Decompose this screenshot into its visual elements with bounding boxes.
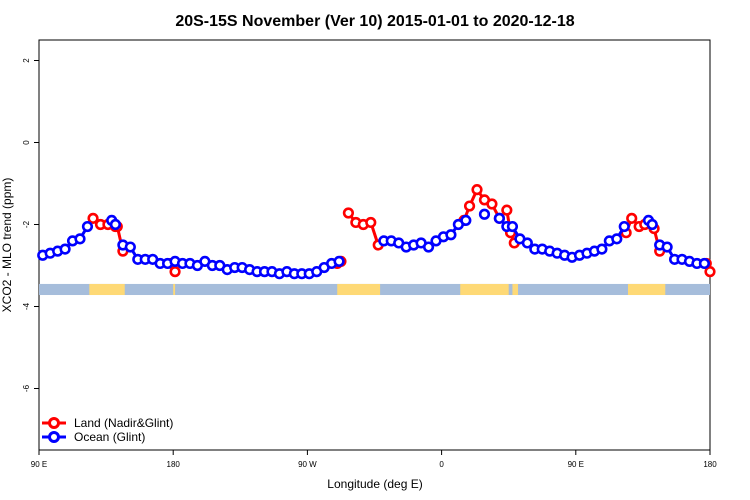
plot-area xyxy=(37,39,716,451)
series-ocean-point xyxy=(493,212,505,224)
series-ocean-point xyxy=(445,229,457,241)
series-ocean-point xyxy=(59,243,71,255)
y-axis: -6 -4 -2 0 2 xyxy=(22,58,39,392)
series-land-point xyxy=(626,212,638,224)
series-ocean-point xyxy=(661,241,673,253)
series-ocean-point xyxy=(478,208,491,220)
series-land-point xyxy=(501,204,513,216)
chart-title: 20S-15S November (Ver 10) 2015-01-01 to … xyxy=(175,13,574,30)
y-tick-label: -2 xyxy=(22,220,31,228)
series-ocean-point xyxy=(698,257,711,270)
surface-band xyxy=(39,283,710,296)
series-ocean-point xyxy=(618,220,630,233)
series-ocean-point xyxy=(81,220,94,233)
series-layer xyxy=(37,184,716,280)
series-ocean-point xyxy=(646,218,658,231)
series-ocean-point xyxy=(611,233,623,245)
series-land-point xyxy=(463,200,476,212)
x-tick-label: 0 xyxy=(439,460,444,469)
x-tick-label: 90 W xyxy=(298,460,317,469)
series-ocean-point xyxy=(596,243,608,255)
legend-ocean-label: Ocean (Glint) xyxy=(74,430,145,444)
series-ocean-point xyxy=(460,214,472,226)
x-tick-label: 180 xyxy=(167,460,181,469)
series-land-point xyxy=(87,212,99,224)
series-ocean-point xyxy=(333,255,345,268)
y-tick-label: -6 xyxy=(22,384,31,392)
x-tick-label: 90 E xyxy=(31,460,47,469)
land-band-segment xyxy=(627,283,666,296)
series-ocean-point xyxy=(74,233,86,245)
series-land-point xyxy=(471,184,483,196)
land-band-segment xyxy=(89,283,125,296)
series-land-point xyxy=(365,216,377,229)
legend: Land (Nadir&Glint) Ocean (Glint) xyxy=(42,416,173,444)
land-band-segment xyxy=(337,283,381,296)
series-land-point xyxy=(342,207,355,219)
y-tick-label: 2 xyxy=(22,58,31,63)
legend-land-marker xyxy=(48,417,60,429)
plot-frame xyxy=(38,39,711,451)
series-land-point xyxy=(169,266,181,278)
series-land-point xyxy=(486,198,498,210)
x-axis-label: Longitude (deg E) xyxy=(327,477,422,491)
series-ocean-point xyxy=(124,241,136,253)
x-axis: 90 E 180 90 W 0 90 E 180 xyxy=(31,450,717,469)
x-tick-label: 90 E xyxy=(568,460,584,469)
series-ocean-point xyxy=(521,237,533,249)
legend-land-label: Land (Nadir&Glint) xyxy=(74,416,173,430)
land-band-segment xyxy=(173,283,176,296)
y-axis-label: XCO2 - MLO trend (ppm) xyxy=(0,178,14,313)
series-ocean-point xyxy=(422,241,435,253)
series-ocean-point xyxy=(109,218,122,231)
y-tick-label: -4 xyxy=(22,302,31,310)
x-tick-label: 180 xyxy=(703,460,717,469)
series-ocean xyxy=(37,208,711,280)
series-ocean-point xyxy=(506,220,519,233)
land-band-segment xyxy=(512,283,519,296)
y-tick-label: 0 xyxy=(22,140,31,145)
land-band-segment xyxy=(460,283,509,296)
legend-ocean-marker xyxy=(48,431,60,443)
series-land-point xyxy=(704,266,716,278)
